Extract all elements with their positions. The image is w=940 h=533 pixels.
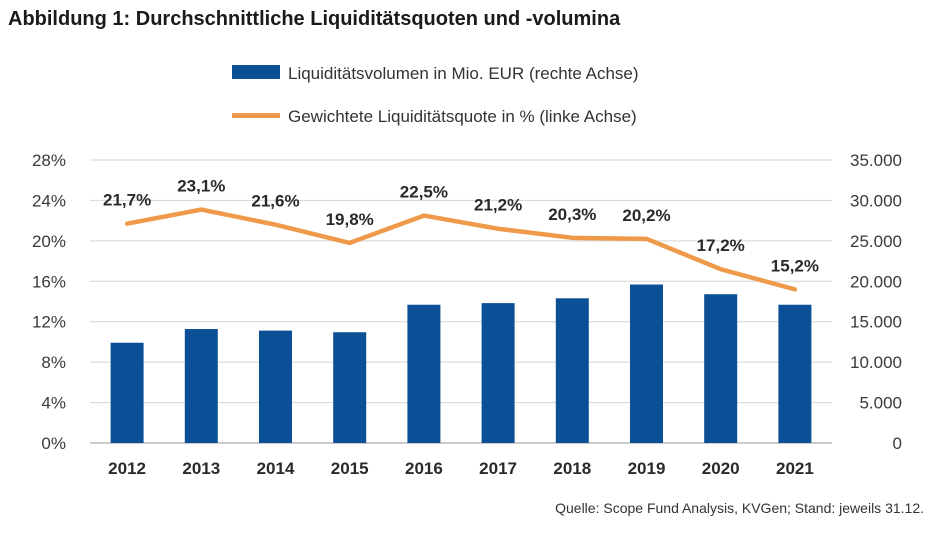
bar-2021 <box>778 304 812 443</box>
bar-2015 <box>333 332 367 443</box>
data-label-2017: 21,2% <box>474 196 522 215</box>
data-label-2020: 17,2% <box>697 236 745 255</box>
y-right-tick-label: 30.000 <box>850 191 902 210</box>
x-axis: 2012 2013 2014 2015 2016 2017 2018 2019 2020 2021 <box>108 459 814 478</box>
y-axis-left: 0% 4% 8% 12% 16% 20% 24% 28% <box>32 151 66 453</box>
source-note: Quelle: Scope Fund Analysis, KVGen; Stan… <box>555 500 924 516</box>
y-right-tick-label: 5.000 <box>859 394 902 413</box>
line-liquiditaetsquote <box>124 207 798 292</box>
x-tick-label: 2014 <box>257 459 295 478</box>
x-tick-label: 2013 <box>182 459 220 478</box>
bar-2018 <box>555 298 589 443</box>
data-label-2012: 21,7% <box>103 191 151 210</box>
legend-label-line: Gewichtete Liquiditätsquote in % (linke … <box>288 107 637 126</box>
y-right-tick-label: 10.000 <box>850 353 902 372</box>
bar-2016 <box>407 304 441 443</box>
legend-swatch-line <box>232 113 280 118</box>
y-right-tick-label: 25.000 <box>850 232 902 251</box>
x-tick-label: 2021 <box>776 459 814 478</box>
data-labels: 21,7% 23,1% 21,6% 19,8% 22,5% 21,2% 20,3% 20,2%… <box>103 177 819 276</box>
bar-2013 <box>184 328 218 443</box>
y-left-tick-label: 24% <box>32 191 66 210</box>
bar-2012 <box>110 342 144 443</box>
bar-2014 <box>259 330 292 443</box>
legend-label-bar: Liquiditätsvolumen in Mio. EUR (rechte A… <box>288 64 639 83</box>
y-right-tick-label: 15.000 <box>850 313 902 332</box>
data-label-2014: 21,6% <box>251 192 299 211</box>
legend-swatch-bar <box>232 65 280 79</box>
data-label-2019: 20,2% <box>622 206 670 225</box>
bar-2017 <box>481 303 515 443</box>
x-tick-label: 2018 <box>553 459 591 478</box>
y-right-tick-label: 35.000 <box>850 151 902 170</box>
y-right-tick-label: 20.000 <box>850 272 902 291</box>
y-right-tick-label: 0 <box>893 434 902 453</box>
y-left-tick-label: 4% <box>41 394 66 413</box>
x-tick-label: 2017 <box>479 459 517 478</box>
data-label-2018: 20,3% <box>548 205 596 224</box>
data-label-2021: 15,2% <box>771 256 819 275</box>
y-left-tick-label: 16% <box>32 272 66 291</box>
y-left-tick-label: 28% <box>32 151 66 170</box>
y-left-tick-label: 12% <box>32 313 66 332</box>
x-tick-label: 2012 <box>108 459 146 478</box>
y-axis-right: 0 5.000 10.000 15.000 20.000 25.000 30.000 35.0… <box>850 151 902 453</box>
bar-2020 <box>704 294 738 443</box>
x-tick-label: 2016 <box>405 459 443 478</box>
y-left-tick-label: 20% <box>32 232 66 251</box>
data-label-2016: 22,5% <box>400 183 448 202</box>
x-tick-label: 2019 <box>628 459 666 478</box>
legend: Liquiditätsvolumen in Mio. EUR (rechte A… <box>232 64 639 126</box>
data-label-2015: 19,8% <box>326 210 374 229</box>
chart-title: Abbildung 1: Durchschnittliche Liquiditä… <box>8 8 621 30</box>
x-tick-label: 2020 <box>702 459 740 478</box>
line-series <box>124 207 798 292</box>
x-tick-label: 2015 <box>331 459 369 478</box>
y-left-tick-label: 0% <box>41 434 66 453</box>
bar-2019 <box>630 284 663 443</box>
bar-series <box>110 284 812 443</box>
data-label-2013: 23,1% <box>177 177 225 196</box>
y-left-tick-label: 8% <box>41 353 66 372</box>
